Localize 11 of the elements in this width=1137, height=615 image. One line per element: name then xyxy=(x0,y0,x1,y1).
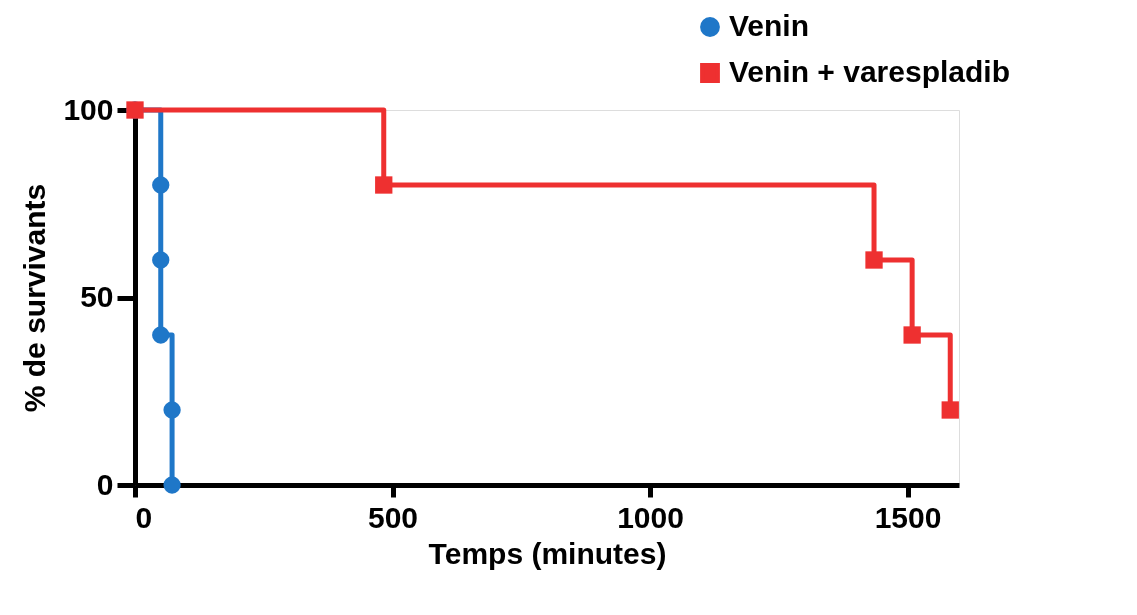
legend-label: Venin + varespladib xyxy=(729,55,1010,88)
x-tick-label: 500 xyxy=(367,500,419,534)
x-tick-label: 1000 xyxy=(617,500,684,534)
y-tick-label: 0 xyxy=(96,467,114,501)
x-axis-title: Temps (minutes) xyxy=(428,536,667,570)
legend-label: Venin xyxy=(729,9,810,42)
y-tick-label: 50 xyxy=(80,280,114,313)
x-tick-label: 1500 xyxy=(874,500,942,534)
y-tick-label: 100 xyxy=(63,92,114,126)
x-tick-label: 0 xyxy=(135,500,153,534)
y-axis-title: % de survivants xyxy=(18,183,52,413)
